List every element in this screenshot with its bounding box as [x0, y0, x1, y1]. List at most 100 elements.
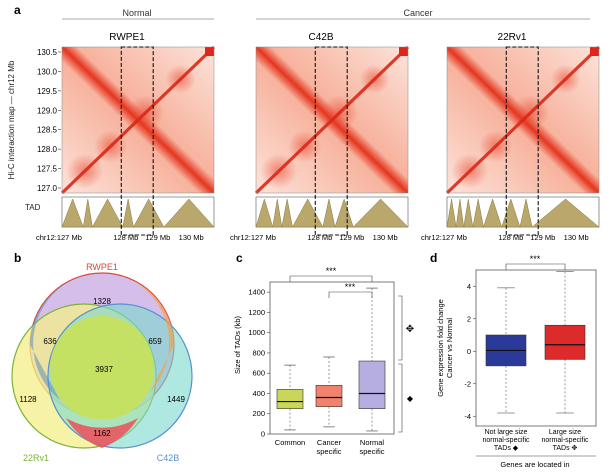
- tad-triangle: [519, 198, 533, 228]
- tad-x-tick: 129 Mb: [145, 233, 170, 242]
- panel-c-y-axis-label: Size of TADs (kb): [233, 315, 242, 374]
- tad-x-tick: chr12:127 Mb: [36, 233, 82, 242]
- y-tick-label: 1200: [248, 308, 265, 317]
- venn-count-rwpe1-22rv1: 636: [43, 337, 57, 346]
- tad-x-tick: chr12:127 Mb: [230, 233, 276, 242]
- hic-map-title: 22Rv1: [498, 32, 527, 43]
- venn-count-22rv1-c42b: 1162: [93, 429, 111, 438]
- panel-c: c Size of TADs (kb) 0 200 400 600 800 1000 120…: [233, 251, 414, 456]
- venn-label-22rv1: 22Rv1: [23, 453, 49, 463]
- panel-d-y-axis-label-line2: Cancer vs Normal: [445, 318, 454, 378]
- marker-large-size: ✥: [406, 324, 414, 335]
- tad-triangle: [483, 198, 503, 228]
- panel-b: b RWPE1 22Rv1 C42B 1328 636 659 3937 112…: [11, 251, 193, 463]
- hic-y-tick: 128.5: [37, 126, 58, 135]
- x-category-label: Normal: [360, 438, 385, 447]
- venn-count-c42b-only: 1449: [167, 395, 185, 404]
- panel-d-boxplot: -4 -2 0 2 4: [464, 269, 597, 427]
- tad-triangle: [61, 198, 84, 228]
- normal-size-brace-small: [398, 363, 403, 433]
- tad-x-tick: 130 Mb: [179, 233, 204, 242]
- hic-corner-block: [205, 47, 214, 56]
- panel-d-footer: Genes are located in: [500, 460, 569, 469]
- panel-d-cat1-label: Not large size normal-specific TADs ◆: [482, 429, 530, 452]
- tad-triangle: [322, 198, 336, 228]
- panel-c-significance: *** *** ✥ ◆: [289, 266, 414, 433]
- hic-map-c42b: C42B chr12:127 Mb 128 Mb 129 Mb 130 Mb: [230, 32, 410, 242]
- cat2-line3: TADs ✥: [553, 444, 578, 452]
- box: [276, 389, 304, 409]
- box: [315, 385, 343, 407]
- tad-x-tick: chr12:127 Mb: [421, 233, 467, 242]
- sig-bracket-cancer-normal: [328, 291, 373, 298]
- venn-region-22rv1-c42b: [66, 418, 138, 448]
- venn-count-all: 3937: [95, 365, 113, 374]
- tad-x-tick: 129 Mb: [339, 233, 364, 242]
- sig-label-cancer-normal: ***: [345, 282, 356, 292]
- venn-count-rwpe1-only: 1328: [93, 297, 111, 306]
- box: [544, 324, 586, 360]
- hic-map-frame: [61, 46, 215, 194]
- tad-triangle: [334, 198, 354, 228]
- hic-map-title: RWPE1: [109, 32, 145, 43]
- y-tick-label: 600: [252, 369, 265, 378]
- cat2-line2: normal-specific: [541, 437, 589, 444]
- sig-label-common-normal: ***: [326, 266, 337, 276]
- hic-y-tick: 130.5: [37, 48, 58, 57]
- venn-region-all: [50, 316, 154, 420]
- plot-frame: [269, 281, 395, 435]
- hic-y-axis-label: Hi-C interaction map — chr12 Mb: [7, 60, 16, 179]
- tad-triangle: [531, 198, 600, 228]
- y-tick-label: 0: [261, 430, 265, 439]
- tad-triangle: [352, 198, 409, 228]
- tad-x-tick: 130 Mb: [564, 233, 589, 242]
- plot-frame: [475, 269, 597, 427]
- panel-d-letter: d: [430, 251, 437, 265]
- sig-bracket-common-normal: [289, 275, 373, 282]
- x-category-label: specific: [316, 447, 341, 456]
- hic-corner-block: [590, 47, 599, 56]
- hic-diagonal: [254, 45, 410, 195]
- cat1-line3: TADs ◆: [494, 445, 519, 452]
- cat1-line1: Not large size: [485, 429, 528, 436]
- panel-a-letter: a: [14, 3, 21, 17]
- y-tick-label: 400: [252, 389, 265, 398]
- hic-y-tick: 127.5: [37, 165, 58, 174]
- hic-y-tick: 128.0: [37, 145, 58, 154]
- hic-diagonal: [445, 45, 601, 195]
- panel-d: d Gene expression fold change Cancer vs …: [430, 251, 597, 469]
- tad-triangle: [163, 198, 215, 228]
- normal-size-brace-large: [398, 295, 403, 361]
- venn-count-22rv1-only: 1128: [19, 395, 37, 404]
- panel-b-letter: b: [14, 251, 21, 265]
- y-tick-label: 1000: [248, 328, 265, 337]
- venn-region-rwpe1-22rv1: [30, 280, 72, 400]
- hic-diagonal: [60, 45, 216, 195]
- tad-triangle: [133, 198, 165, 228]
- y-tick-label: -4: [464, 412, 471, 421]
- tad-x-tick: 130 Mb: [373, 233, 398, 242]
- hic-y-ticks: 130.5 130.0 129.5 129.0 128.5 128.0 127.5 127.0: [37, 48, 61, 193]
- marker-small-size: ◆: [407, 394, 414, 403]
- highlight-box: [505, 46, 539, 236]
- y-tick-label: 2: [467, 314, 471, 323]
- panel-c-letter: c: [236, 251, 243, 265]
- tad-triangle: [91, 198, 124, 228]
- venn-diagram: RWPE1 22Rv1 C42B 1328 636 659 3937 1128 …: [11, 262, 193, 463]
- hic-y-tick: 130.0: [37, 67, 58, 76]
- hic-corner-block: [399, 47, 408, 56]
- panel-d-y-axis-label-line1: Gene expression fold change: [436, 299, 445, 397]
- box: [358, 360, 386, 409]
- tad-triangle: [122, 198, 134, 228]
- cat1-line2: normal-specific: [482, 437, 530, 444]
- hic-y-tick: 127.0: [37, 184, 58, 193]
- sig-label-d: ***: [530, 254, 541, 264]
- tad-triangle: [446, 198, 457, 228]
- tad-triangle: [463, 198, 474, 228]
- tad-x-tick: 128 Mb: [113, 233, 138, 242]
- sig-bracket-d: [505, 263, 566, 270]
- venn-label-c42b: C42B: [157, 453, 180, 463]
- x-category-label: Common: [275, 438, 305, 447]
